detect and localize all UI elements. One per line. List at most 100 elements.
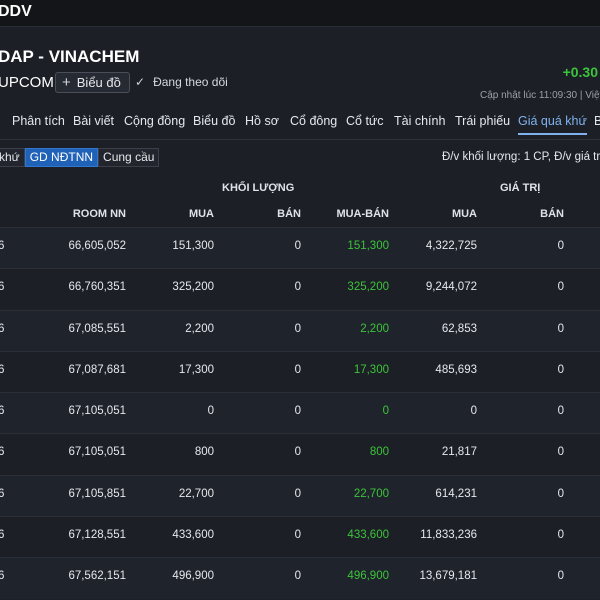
- cell-room-nn: 66,760,351: [68, 281, 126, 294]
- tab-trai-phieu[interactable]: Trái phiếu: [455, 114, 511, 128]
- cell-date: 6: [0, 363, 5, 376]
- cell-room-nn: 66,605,052: [68, 240, 126, 252]
- cell-buy-value: 0: [470, 405, 477, 418]
- cell-sell-value: 0: [557, 363, 564, 376]
- col-header-sell-value: BÁN: [540, 208, 564, 220]
- cell-sell-value: 0: [557, 446, 564, 459]
- cell-sell-volume: 0: [294, 363, 301, 376]
- cell-room-nn: 67,105,051: [68, 446, 126, 459]
- tab-more[interactable]: B: [594, 114, 600, 128]
- cell-sell-volume: 0: [294, 570, 301, 583]
- subtab-gia-qua-khu[interactable]: khứ: [0, 148, 25, 167]
- cell-sell-volume: 0: [294, 529, 301, 542]
- unit-note: Đ/v khối lượng: 1 CP, Đ/v giá trị:: [442, 151, 600, 163]
- col-header-buy-volume: MUA: [188, 208, 214, 220]
- cell-sell-volume: 0: [294, 322, 301, 335]
- cell-buy-value: 13,679,181: [419, 570, 477, 583]
- cell-sell-value: 0: [557, 240, 564, 252]
- tab-tai-chinh[interactable]: Tài chính: [394, 114, 446, 128]
- cell-room-nn: 67,085,551: [68, 322, 126, 335]
- cell-sell-value: 0: [557, 487, 564, 500]
- tab-phan-tich[interactable]: Phân tích: [12, 114, 65, 128]
- cell-net-volume: 2,200: [360, 322, 389, 335]
- chart-button[interactable]: + Biểu đồ: [55, 72, 130, 93]
- cell-net-volume: 151,300: [347, 240, 389, 252]
- stock-code: DDV: [0, 3, 32, 20]
- cell-net-volume: 22,700: [353, 487, 389, 500]
- cell-buy-volume: 433,600: [172, 529, 214, 542]
- check-icon: ✓: [135, 75, 146, 89]
- cell-buy-volume: 800: [194, 446, 214, 459]
- plus-icon: +: [62, 74, 71, 91]
- cell-sell-volume: 0: [294, 281, 301, 294]
- cell-date: 6: [0, 405, 5, 418]
- cell-net-volume: 325,200: [347, 281, 389, 294]
- cell-room-nn: 67,087,681: [68, 363, 126, 376]
- cell-sell-value: 0: [557, 281, 564, 294]
- cell-buy-value: 4,322,725: [425, 240, 477, 252]
- price-change: +0.30: [562, 64, 598, 80]
- cell-date: 6: [0, 240, 5, 252]
- cell-net-volume: 433,600: [347, 529, 389, 542]
- cell-room-nn: 67,562,151: [68, 570, 126, 583]
- group-header-value: GIÁ TRỊ: [500, 182, 541, 194]
- update-time: Cập nhật lúc 11:09:30 | Việt N: [480, 90, 600, 101]
- cell-room-nn: 67,105,851: [68, 487, 126, 500]
- tab-cong-dong[interactable]: Cộng đồng: [124, 114, 186, 128]
- exchange-label: UPCOM: [0, 74, 54, 91]
- cell-net-volume: 800: [369, 446, 389, 459]
- cell-buy-value: 9,244,072: [425, 281, 477, 294]
- cell-date: 6: [0, 529, 5, 542]
- cell-net-volume: 0: [382, 405, 389, 418]
- tab-bieu-do[interactable]: Biểu đồ: [193, 114, 236, 128]
- cell-sell-value: 0: [557, 405, 564, 418]
- tab-gia-qua-khu[interactable]: Giá quá khứ: [518, 114, 587, 135]
- tab-co-tuc[interactable]: Cổ tức: [346, 114, 384, 128]
- table-row: 6 67,105,051 0 0 0 0 0: [0, 392, 600, 434]
- table-row: 6 67,105,851 22,700 0 22,700 614,231 0: [0, 474, 600, 517]
- cell-buy-volume: 325,200: [172, 281, 214, 294]
- subtab-cung-cau[interactable]: Cung cầu: [98, 148, 160, 167]
- cell-sell-volume: 0: [294, 405, 301, 418]
- cell-sell-value: 0: [557, 322, 564, 335]
- cell-buy-value: 21,817: [441, 446, 477, 459]
- table-row: 6 67,087,681 17,300 0 17,300 485,693 0: [0, 350, 600, 392]
- cell-buy-value: 485,693: [435, 363, 477, 376]
- cell-net-volume: 496,900: [347, 570, 389, 583]
- cell-room-nn: 67,105,051: [68, 405, 126, 418]
- chart-button-label: Biểu đồ: [76, 75, 121, 90]
- cell-sell-volume: 0: [294, 240, 301, 252]
- tab-ho-so[interactable]: Hồ sơ: [245, 114, 279, 128]
- sub-tabs: khứ GD NĐTNN Cung cầu: [0, 148, 160, 167]
- cell-buy-volume: 496,900: [172, 570, 214, 583]
- table-row: 6 67,105,051 800 0 800 21,817 0: [0, 433, 600, 474]
- col-header-buy-value: MUA: [451, 208, 477, 220]
- cell-room-nn: 67,128,551: [68, 529, 126, 542]
- cell-sell-volume: 0: [294, 446, 301, 459]
- cell-date: 6: [0, 570, 5, 583]
- table-row: 6 67,562,151 496,900 0 496,900 13,679,181 0: [0, 557, 600, 599]
- cell-buy-volume: 22,700: [178, 487, 214, 500]
- cell-sell-value: 0: [557, 570, 564, 583]
- cell-sell-value: 0: [557, 529, 564, 542]
- cell-buy-volume: 17,300: [178, 363, 214, 376]
- tab-bai-viet[interactable]: Bài viết: [73, 114, 114, 128]
- tab-co-dong[interactable]: Cổ đông: [290, 114, 338, 128]
- table-row: 6 66,605,052 151,300 0 151,300 4,322,725 0: [0, 227, 600, 269]
- cell-buy-value: 11,833,236: [420, 529, 477, 542]
- subtab-gd-ndtnn[interactable]: GD NĐTNN: [24, 148, 99, 167]
- table-row: 6 67,128,551 433,600 0 433,600 11,833,236 0: [0, 516, 600, 557]
- cell-date: 6: [0, 322, 5, 335]
- follow-button[interactable]: ✓ Đang theo dõi: [135, 75, 228, 89]
- col-header-room: ROOM NN: [72, 208, 126, 220]
- cell-buy-value: 62,853: [441, 322, 477, 335]
- table-row: 6 66,760,351 325,200 0 325,200 9,244,072 0: [0, 268, 600, 309]
- col-header-sell-volume: BÁN: [277, 208, 301, 220]
- cell-date: 6: [0, 487, 5, 500]
- cell-buy-volume: 0: [207, 405, 214, 418]
- data-table: 6 66,605,052 151,300 0 151,300 4,322,725 0 6 66,…: [0, 227, 600, 599]
- cell-date: 6: [0, 281, 5, 294]
- table-row: 6 67,085,551 2,200 0 2,200 62,853 0: [0, 309, 600, 351]
- cell-net-volume: 17,300: [353, 363, 389, 376]
- cell-date: 6: [0, 446, 5, 459]
